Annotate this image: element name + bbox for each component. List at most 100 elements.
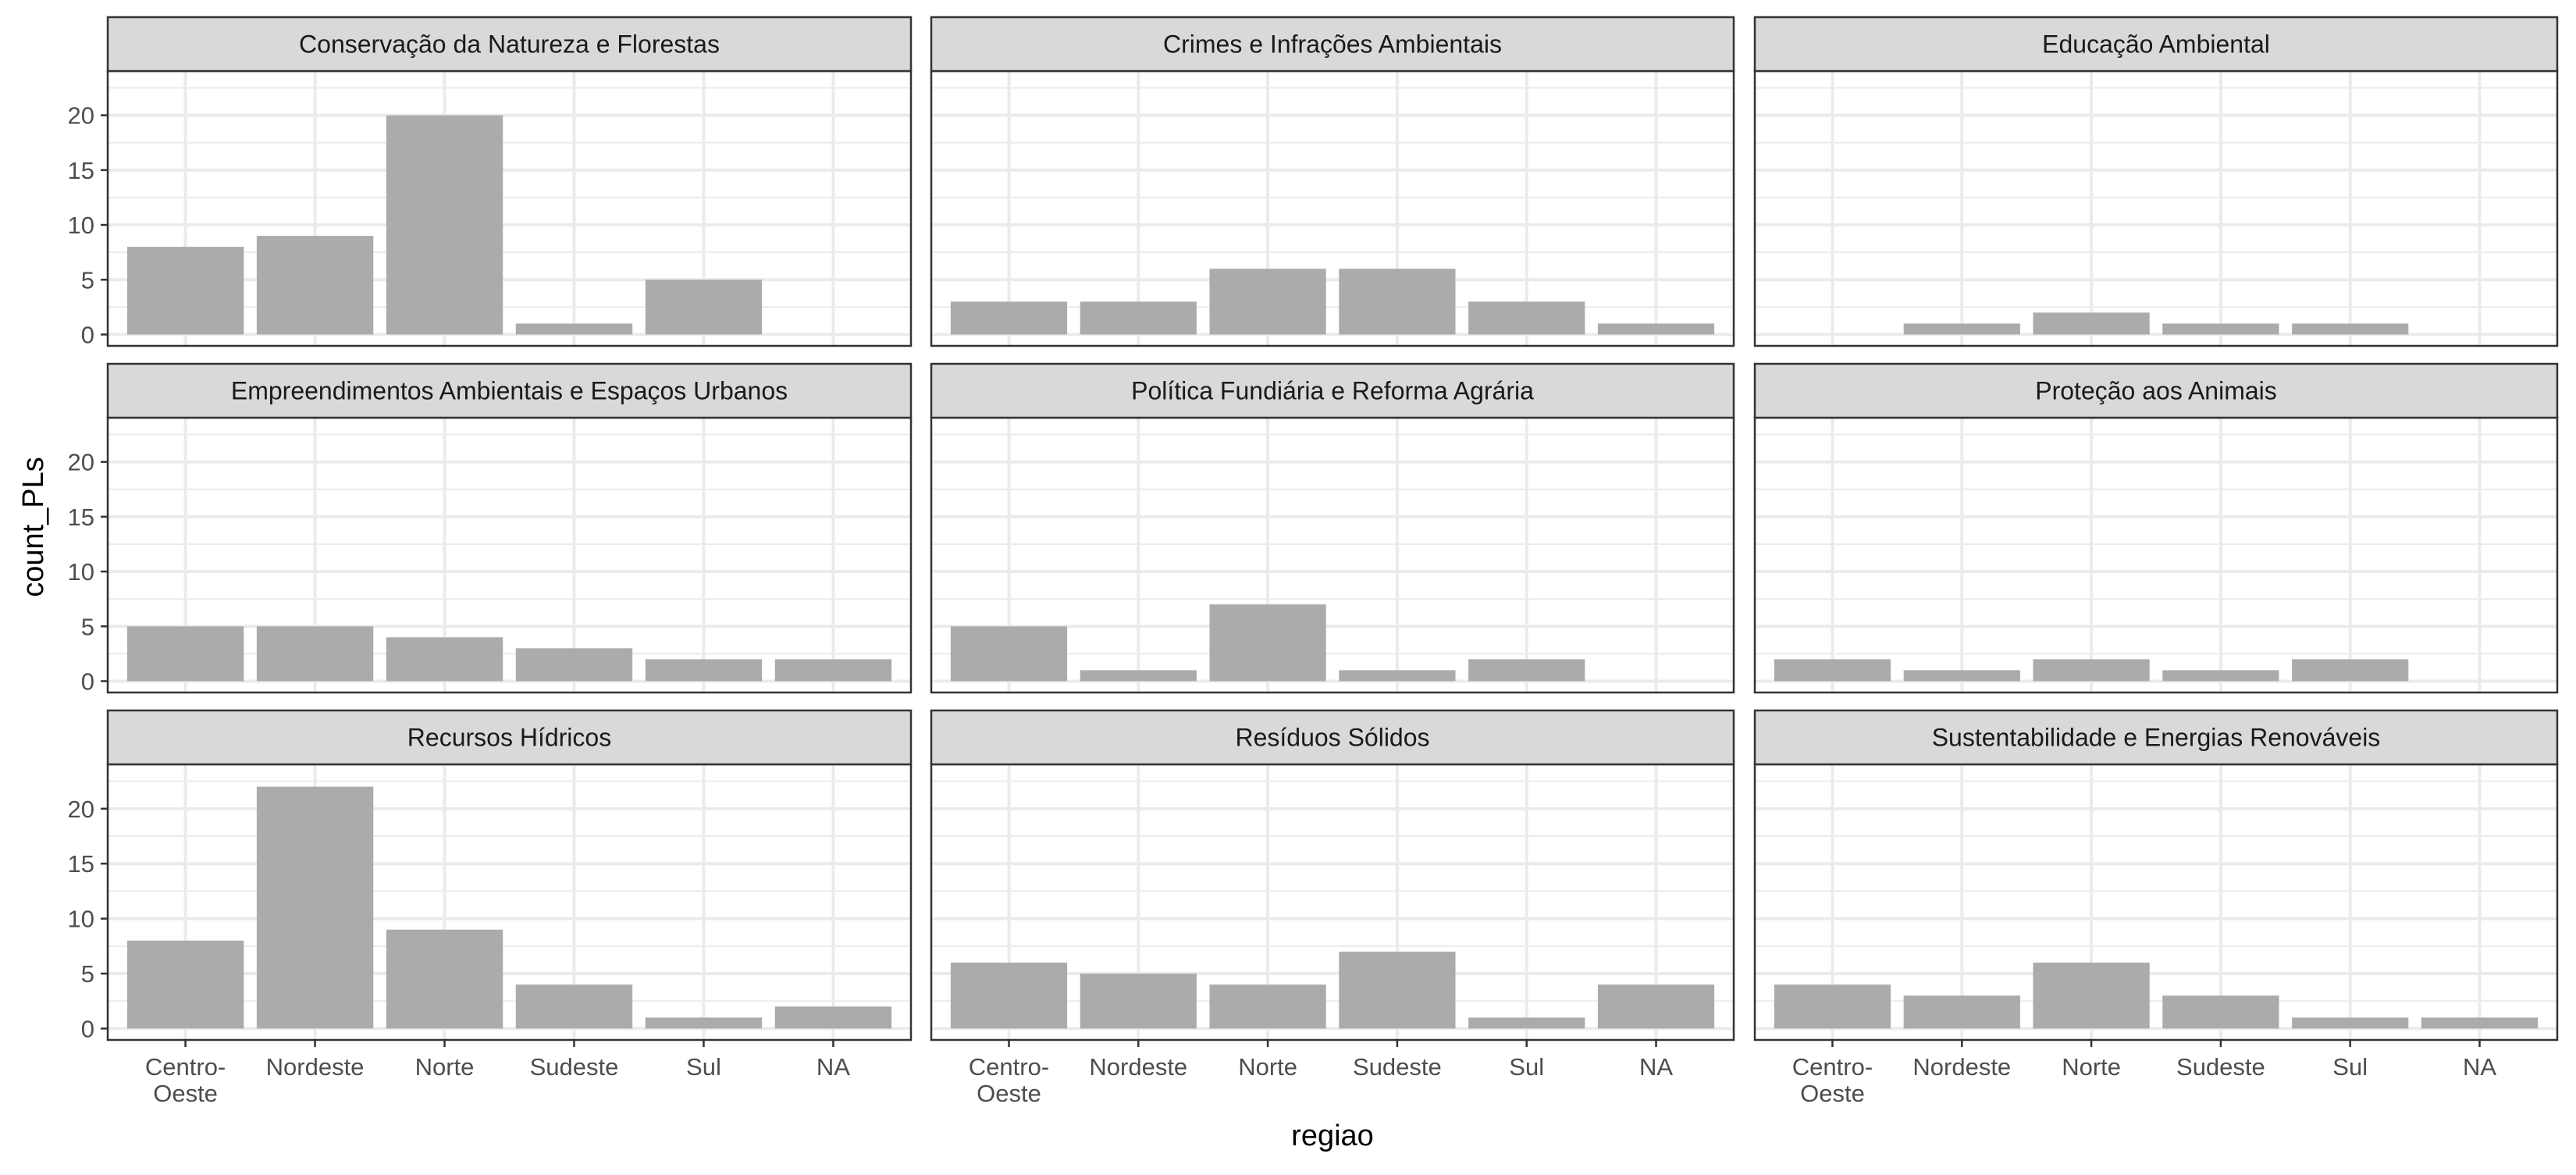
facet-panel: Crimes e Infrações Ambientais (930, 16, 1735, 347)
bar (126, 626, 244, 682)
bar (1209, 269, 1326, 335)
bar (1339, 670, 1456, 682)
bar (1903, 670, 2020, 682)
bar (2162, 995, 2279, 1029)
y-tick-label: 0 (81, 668, 94, 695)
bar (2162, 323, 2279, 335)
y-tick-label: 5 (81, 266, 94, 294)
bar (1597, 985, 1715, 1029)
facet-title: Crimes e Infrações Ambientais (1163, 30, 1502, 59)
x-tick-label: Nordeste (1912, 1053, 2011, 1081)
bar (774, 1006, 892, 1029)
bar (1774, 659, 1891, 682)
y-tick-label: 20 (68, 102, 94, 130)
bar (2162, 670, 2279, 682)
x-tick-label: Centro-Oeste (1792, 1053, 1873, 1107)
bar (1339, 269, 1456, 335)
facet-panel: Conservação da Natureza e Florestas 0 5 10 1… (68, 16, 913, 348)
bar (2033, 962, 2150, 1029)
bar (2292, 659, 2409, 682)
panel-background (1755, 418, 2557, 693)
bar (645, 1017, 763, 1029)
facet-strip (930, 16, 1735, 73)
facet-panel: Resíduos Sólidos Centro-Oeste Nordeste Nort… (930, 709, 1735, 1107)
facet-panel: Proteção aos Animais (1753, 362, 2559, 694)
facet-strip (930, 362, 1735, 419)
x-tick-label: Sul (686, 1053, 721, 1081)
bar (1080, 670, 1197, 682)
x-tick-label: Sul (1509, 1053, 1544, 1081)
bar (645, 659, 763, 682)
x-axis-title: regiao (1291, 1120, 1374, 1152)
facet-panel: Empreendimentos Ambientais e Espaços Urb… (68, 362, 913, 695)
x-tick-label: Sudeste (1353, 1053, 1442, 1081)
bar (1080, 301, 1197, 335)
bar (386, 929, 503, 1029)
x-tick-label: Sudeste (530, 1053, 619, 1081)
bar (1209, 985, 1326, 1029)
y-tick-label: 10 (68, 906, 94, 933)
facet-strip (1753, 709, 2559, 766)
bar (1339, 951, 1456, 1029)
facet-title: Sustentabilidade e Energias Renováveis (1932, 724, 2381, 752)
panel-background (931, 71, 1734, 346)
facet-panel: Educação Ambiental (1753, 16, 2559, 347)
x-tick-label: Nordeste (266, 1053, 365, 1081)
x-tick-label: Centro-Oeste (969, 1053, 1049, 1107)
x-tick-label: Norte (1238, 1053, 1297, 1081)
facet-strip (106, 709, 913, 766)
bar (386, 115, 503, 335)
bar (1468, 301, 1585, 335)
bar (1774, 985, 1891, 1029)
x-tick-label: Nordeste (1089, 1053, 1187, 1081)
facet-strip (930, 709, 1735, 766)
facet-panel: Sustentabilidade e Energias Renováveis Ce… (1753, 709, 2559, 1107)
y-tick-label: 20 (68, 796, 94, 823)
bar (1903, 323, 2020, 335)
bar (774, 659, 892, 682)
bar (950, 962, 1068, 1029)
y-tick-label: 15 (68, 157, 94, 184)
panel-background (1755, 71, 2557, 346)
bar (1468, 659, 1585, 682)
y-tick-label: 15 (68, 504, 94, 531)
facet-strip (106, 362, 913, 419)
bar (126, 940, 244, 1029)
bar (515, 323, 633, 335)
bar (1903, 995, 2020, 1029)
facet-title: Recursos Hídricos (407, 724, 611, 752)
bar (2292, 323, 2409, 335)
y-axis-title: count_PLs (17, 457, 50, 597)
y-tick-label: 5 (81, 960, 94, 988)
facet-title: Empreendimentos Ambientais e Espaços Urb… (231, 377, 788, 405)
y-tick-label: 20 (68, 449, 94, 476)
x-tick-label: NA (1639, 1053, 1673, 1081)
facet-strip (106, 16, 913, 73)
y-tick-label: 5 (81, 613, 94, 640)
bar (256, 236, 374, 335)
bar (256, 786, 374, 1029)
facet-panel: Recursos Hídricos 0 5 10 15 20 Centro-Oeste Nor… (68, 709, 913, 1107)
bar (2033, 312, 2150, 335)
x-tick-label: NA (817, 1053, 850, 1081)
facet-title: Conservação da Natureza e Florestas (299, 30, 720, 59)
bar (645, 280, 763, 335)
x-tick-label: NA (2463, 1053, 2496, 1081)
bar (515, 648, 633, 682)
x-tick-label: Norte (2062, 1053, 2121, 1081)
y-tick-label: 15 (68, 850, 94, 878)
y-tick-label: 0 (81, 1015, 94, 1042)
y-tick-label: 0 (81, 321, 94, 348)
bar (1080, 974, 1197, 1029)
bar (386, 637, 503, 682)
bar (126, 247, 244, 335)
bar (950, 301, 1068, 335)
facet-title: Política Fundiária e Reforma Agrária (1131, 377, 1534, 405)
bar (2421, 1017, 2539, 1029)
bar (515, 985, 633, 1029)
facet-title: Educação Ambiental (2042, 30, 2270, 59)
bar (2033, 659, 2150, 682)
x-tick-label: Sul (2332, 1053, 2368, 1081)
